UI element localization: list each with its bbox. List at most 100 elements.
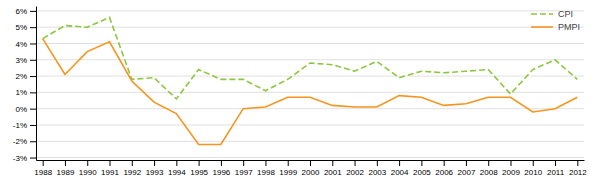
y-tick-mark [30, 43, 36, 44]
legend-item: PMPI [531, 22, 580, 32]
x-tick: 2008 [480, 160, 498, 177]
x-tick-label: 2011 [547, 168, 565, 177]
grid-line [36, 92, 584, 93]
y-tick-mark [30, 76, 36, 77]
y-axis: -3%-2%-1%0%1%2%3%4%5%6% [13, 7, 37, 163]
x-tick-label: 2004 [391, 168, 409, 177]
x-tick-mark [555, 160, 556, 166]
grid-line [36, 157, 584, 158]
x-tick: 2009 [502, 160, 520, 177]
x-tick-mark [265, 160, 266, 166]
x-tick-label: 2009 [502, 168, 520, 177]
x-tick: 1998 [257, 160, 275, 177]
x-tick-label: 2012 [569, 168, 587, 177]
x-tick-mark [488, 160, 489, 166]
x-tick: 1991 [101, 160, 119, 177]
x-tick-mark [355, 160, 356, 166]
y-tick-label: -1% [13, 121, 27, 130]
x-tick: 2001 [324, 160, 342, 177]
grid-line [36, 124, 584, 125]
x-tick-label: 2000 [302, 168, 320, 177]
x-tick-label: 2001 [324, 168, 342, 177]
x-tick-mark [421, 160, 422, 166]
y-tick-label: 6% [15, 7, 27, 16]
x-tick-label: 1992 [123, 168, 141, 177]
x-tick: 1989 [57, 160, 75, 177]
chart: 1988 1989 1990 1991 1992 1993 1994 1995 1996 1997… [0, 0, 594, 182]
x-tick-mark [176, 160, 177, 166]
x-tick-mark [199, 160, 200, 166]
y-tick-label: 3% [15, 56, 27, 65]
y-tick: 0% [15, 105, 36, 114]
x-tick-label: 1996 [212, 168, 230, 177]
y-tick: 4% [15, 40, 36, 49]
x-tick-label: 2010 [524, 168, 542, 177]
x-tick-mark [110, 160, 111, 166]
y-axis-line [36, 7, 37, 161]
y-tick-label: 5% [15, 23, 27, 32]
legend-label: PMPI [558, 22, 580, 32]
x-tick-label: 1991 [101, 168, 119, 177]
x-tick: 1996 [212, 160, 230, 177]
y-tick: 3% [15, 56, 36, 65]
x-tick-label: 1990 [79, 168, 97, 177]
legend-item: CPI [531, 9, 573, 19]
x-tick-label: 2005 [413, 168, 431, 177]
y-tick-mark [30, 27, 36, 28]
x-tick: 1995 [190, 160, 208, 177]
y-tick-label: 0% [15, 105, 27, 114]
x-tick-mark [154, 160, 155, 166]
x-tick-mark [444, 160, 445, 166]
x-tick-label: 1995 [190, 168, 208, 177]
x-tick: 1997 [235, 160, 253, 177]
grid-line [36, 108, 584, 109]
y-tick: -1% [13, 121, 36, 130]
x-tick-label: 2006 [435, 168, 453, 177]
x-tick-label: 2008 [480, 168, 498, 177]
y-tick-label: -2% [13, 137, 27, 146]
x-tick: 1988 [34, 160, 52, 177]
x-tick: 1990 [79, 160, 97, 177]
x-tick-mark [65, 160, 66, 166]
x-tick-label: 2007 [458, 168, 476, 177]
x-tick-label: 1988 [34, 168, 52, 177]
y-tick: 1% [15, 88, 36, 97]
x-axis: 1988 1989 1990 1991 1992 1993 1994 1995 1996 1997… [34, 160, 587, 177]
grid-line [36, 59, 584, 60]
grid-line [36, 27, 584, 28]
legend-swatch [531, 13, 553, 15]
x-tick-mark [377, 160, 378, 166]
x-tick-label: 1994 [168, 168, 186, 177]
legend-swatch [531, 26, 553, 28]
y-tick-mark [30, 125, 36, 126]
grid-line [36, 141, 584, 142]
x-tick-label: 2002 [346, 168, 364, 177]
y-tick-mark [30, 158, 36, 159]
legend-label: CPI [558, 9, 573, 19]
grid-line [36, 10, 584, 11]
x-tick-mark [533, 160, 534, 166]
x-tick: 2012 [569, 160, 587, 177]
y-tick-label: 2% [15, 72, 27, 81]
x-tick-label: 1998 [257, 168, 275, 177]
y-tick: -2% [13, 137, 36, 146]
y-tick: 6% [15, 7, 36, 16]
x-tick-label: 1999 [279, 168, 297, 177]
x-tick-mark [332, 160, 333, 166]
x-tick-label: 1993 [146, 168, 164, 177]
x-tick-mark [310, 160, 311, 166]
legend: CPI PMPI [531, 9, 580, 32]
x-tick-mark [87, 160, 88, 166]
x-tick: 2006 [435, 160, 453, 177]
x-tick-label: 1997 [235, 168, 253, 177]
y-tick-mark [30, 60, 36, 61]
x-tick-mark [466, 160, 467, 166]
x-tick: 2002 [346, 160, 364, 177]
series-line [43, 39, 578, 145]
y-tick-mark [30, 92, 36, 93]
y-tick-mark [30, 141, 36, 142]
y-tick-mark [30, 109, 36, 110]
x-tick: 2004 [391, 160, 409, 177]
x-tick: 1999 [279, 160, 297, 177]
x-tick-mark [132, 160, 133, 166]
